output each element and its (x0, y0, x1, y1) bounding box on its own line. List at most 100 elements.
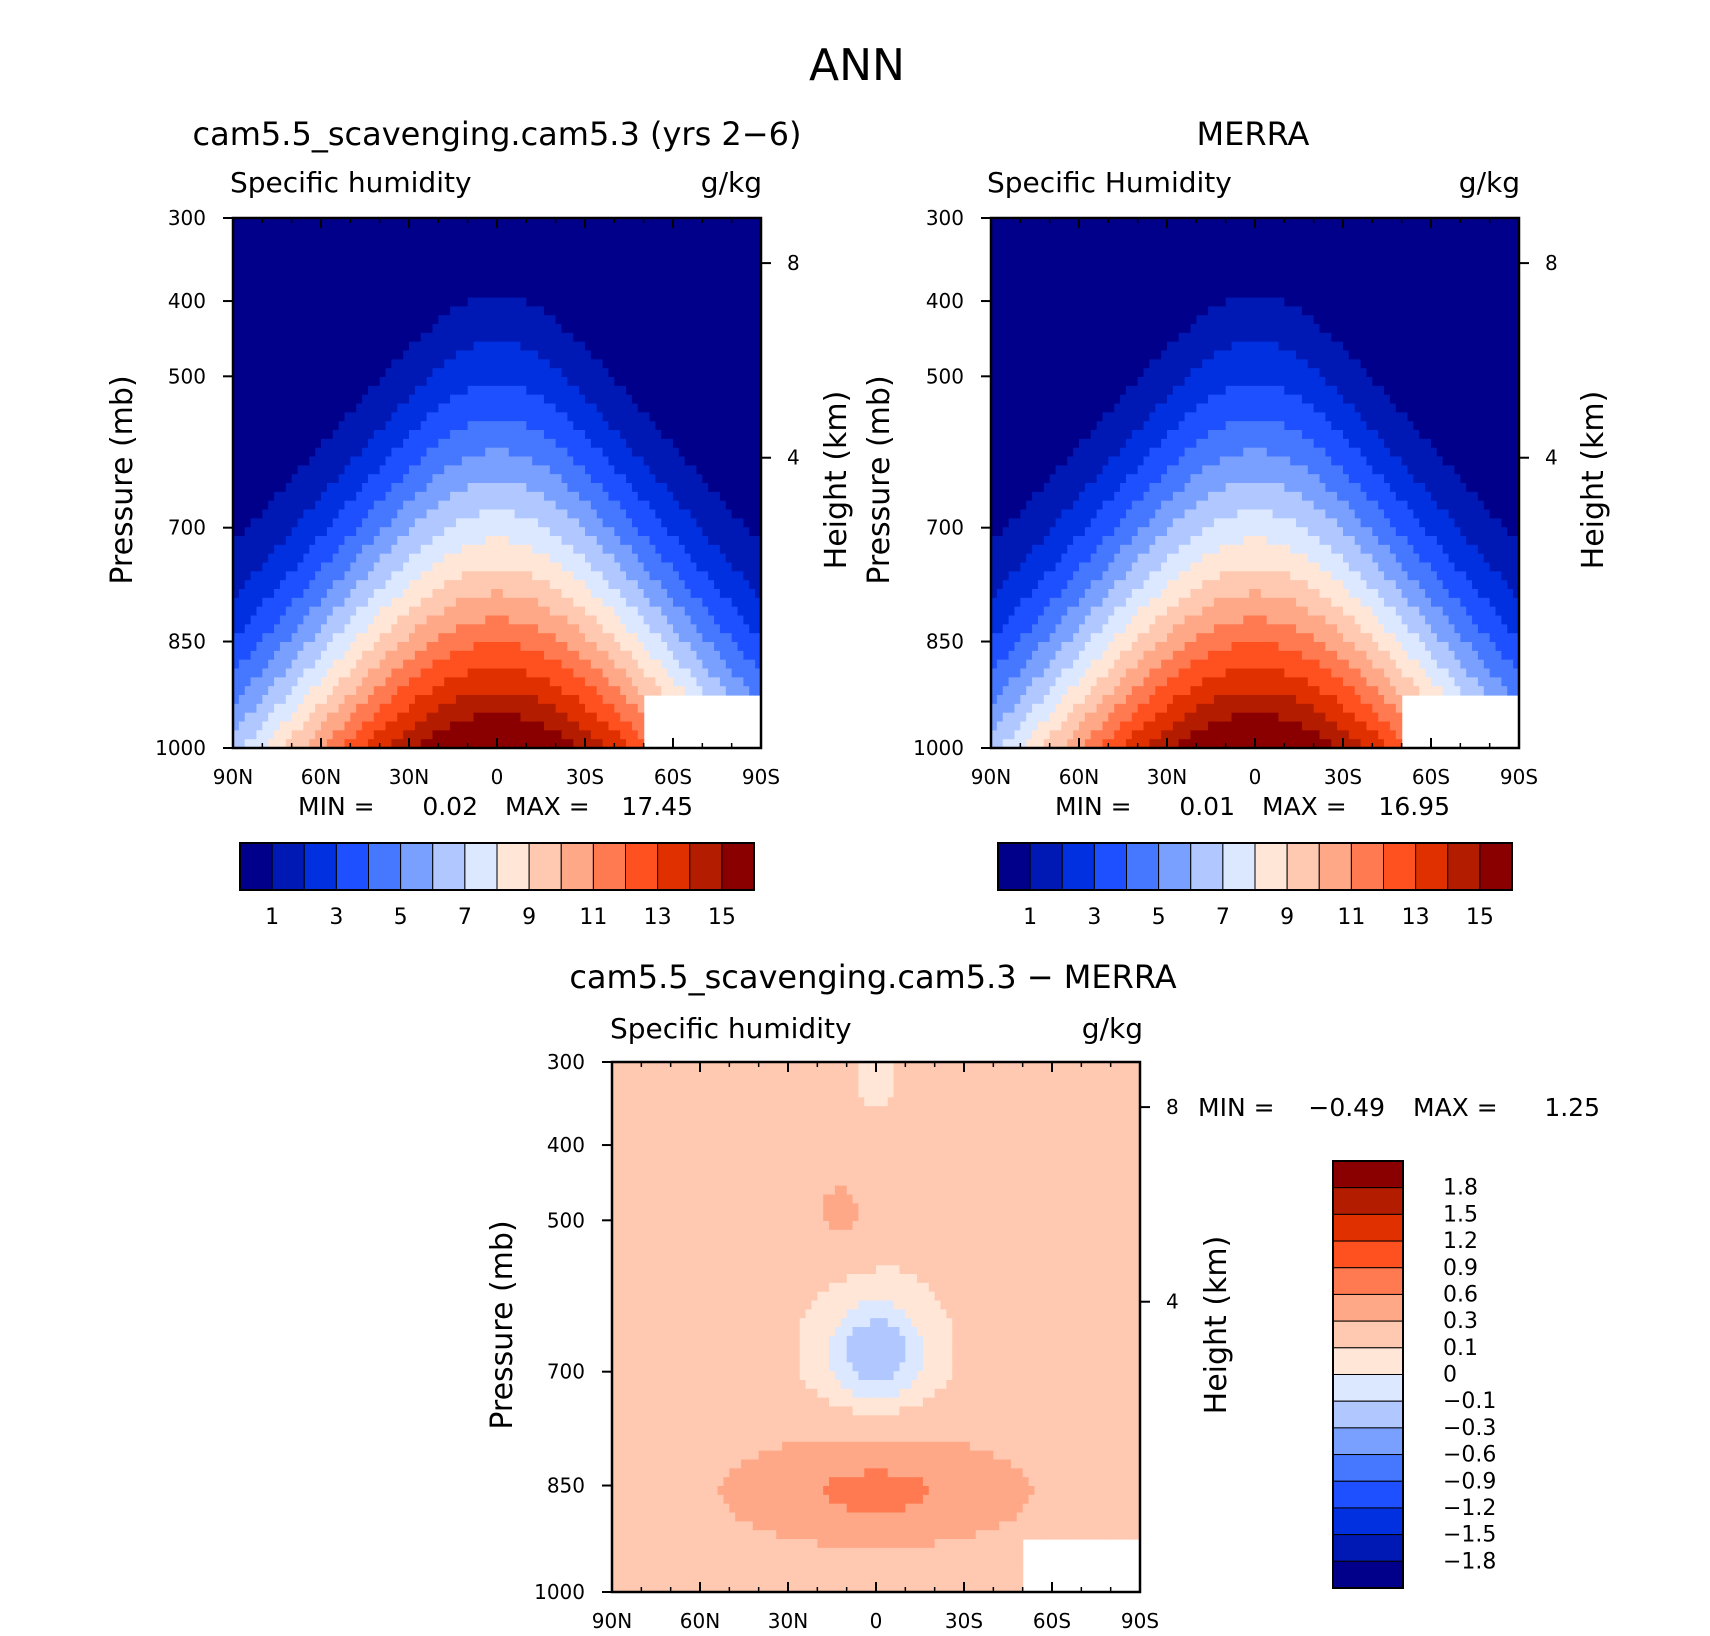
contour-cell (332, 721, 340, 731)
contour-cell (279, 483, 287, 493)
contour-cell (385, 368, 392, 378)
contour-cell (637, 536, 645, 546)
contour-cell (385, 483, 392, 493)
contour-cell (455, 324, 463, 334)
contour-cell (414, 438, 422, 449)
contour-cell (473, 739, 480, 749)
contour-cell (608, 571, 615, 581)
contour-cell (379, 359, 387, 369)
contour-cell (602, 271, 610, 281)
contour-cell (690, 359, 698, 369)
contour-cell (426, 474, 434, 484)
contour-cell (256, 668, 263, 678)
contour-cell (637, 271, 645, 281)
contour-cell (244, 580, 252, 590)
contour-cell (432, 536, 439, 546)
contour-cell (367, 703, 375, 714)
contour-cell (250, 730, 258, 740)
contour-cell (233, 730, 240, 740)
contour-cell (549, 218, 557, 228)
contour-cell (684, 544, 692, 555)
contour-cell (450, 421, 457, 431)
contour-cell (461, 288, 469, 299)
contour-cell (684, 642, 692, 652)
contour-cell (491, 465, 498, 475)
contour-cell (573, 695, 580, 705)
contour-cell (473, 544, 480, 555)
contour-cell (274, 721, 281, 731)
contour-cell (444, 668, 451, 678)
contour-cell (549, 474, 557, 484)
contour-cell (579, 456, 586, 466)
contour-cell (409, 306, 416, 316)
contour-cell (508, 244, 516, 254)
contour-cell (244, 606, 252, 617)
contour-cell (379, 668, 387, 678)
contour-cell (332, 271, 340, 281)
contour-cell (350, 677, 357, 687)
contour-cell (608, 306, 615, 316)
contour-cell (661, 315, 668, 325)
contour-cell (438, 306, 445, 316)
contour-cell (373, 306, 381, 316)
contour-cell (526, 456, 533, 466)
contour-cell (520, 465, 527, 475)
contour-cell (326, 377, 334, 387)
contour-cell (367, 324, 375, 334)
contour-cell (526, 589, 533, 599)
contour-cell (344, 324, 351, 334)
contour-cell (696, 650, 703, 661)
contour-cell (602, 544, 610, 555)
contour-cell (285, 712, 293, 723)
contour-cell (608, 597, 615, 608)
contour-cell (590, 624, 598, 634)
contour-cell (344, 650, 351, 661)
contour-cell (514, 730, 522, 740)
contour-cell (409, 447, 416, 458)
contour-cell (344, 633, 351, 643)
contour-cell (620, 412, 627, 422)
contour-cell (497, 730, 504, 740)
contour-cell (455, 562, 463, 572)
contour-cell (561, 642, 568, 652)
contour-cell (708, 642, 715, 652)
contour-cell (332, 500, 340, 511)
contour-cell (350, 412, 357, 422)
contour-cell (233, 527, 240, 537)
contour-cell (549, 306, 557, 316)
contour-cell (543, 650, 551, 661)
contour-cell (585, 544, 592, 555)
contour-cell (379, 368, 387, 378)
contour-cell (373, 677, 381, 687)
contour-cell (279, 500, 287, 511)
contour-cell (585, 262, 592, 272)
contour-cell (397, 703, 404, 714)
contour-cell (444, 580, 451, 590)
contour-cell (508, 465, 516, 475)
contour-cell (479, 279, 486, 290)
contour-cell (538, 650, 545, 661)
contour-cell (326, 562, 334, 572)
contour-cell (414, 226, 422, 237)
contour-cell (238, 589, 246, 599)
contour-cell (274, 262, 281, 272)
contour-cell (561, 536, 568, 546)
contour-cell (502, 271, 510, 281)
contour-cell (409, 509, 416, 519)
contour-cell (444, 368, 451, 378)
contour-cell (643, 483, 651, 493)
contour-cell (719, 624, 727, 634)
contour-cell (596, 421, 604, 431)
contour-cell (626, 500, 633, 511)
contour-cell (543, 562, 551, 572)
contour-cell (244, 695, 252, 705)
contour-cell (391, 739, 398, 749)
contour-cell (532, 536, 539, 546)
contour-cell (426, 456, 434, 466)
contour-cell (567, 271, 574, 281)
contour-cell (649, 377, 656, 387)
contour-cell (543, 677, 551, 687)
contour-cell (485, 633, 492, 643)
contour-cell (585, 597, 592, 608)
contour-cell (461, 341, 469, 352)
